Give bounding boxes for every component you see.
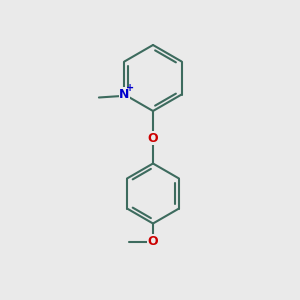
Text: O: O: [148, 235, 158, 248]
Text: N: N: [119, 88, 130, 101]
Text: O: O: [148, 131, 158, 145]
Text: +: +: [126, 83, 134, 94]
